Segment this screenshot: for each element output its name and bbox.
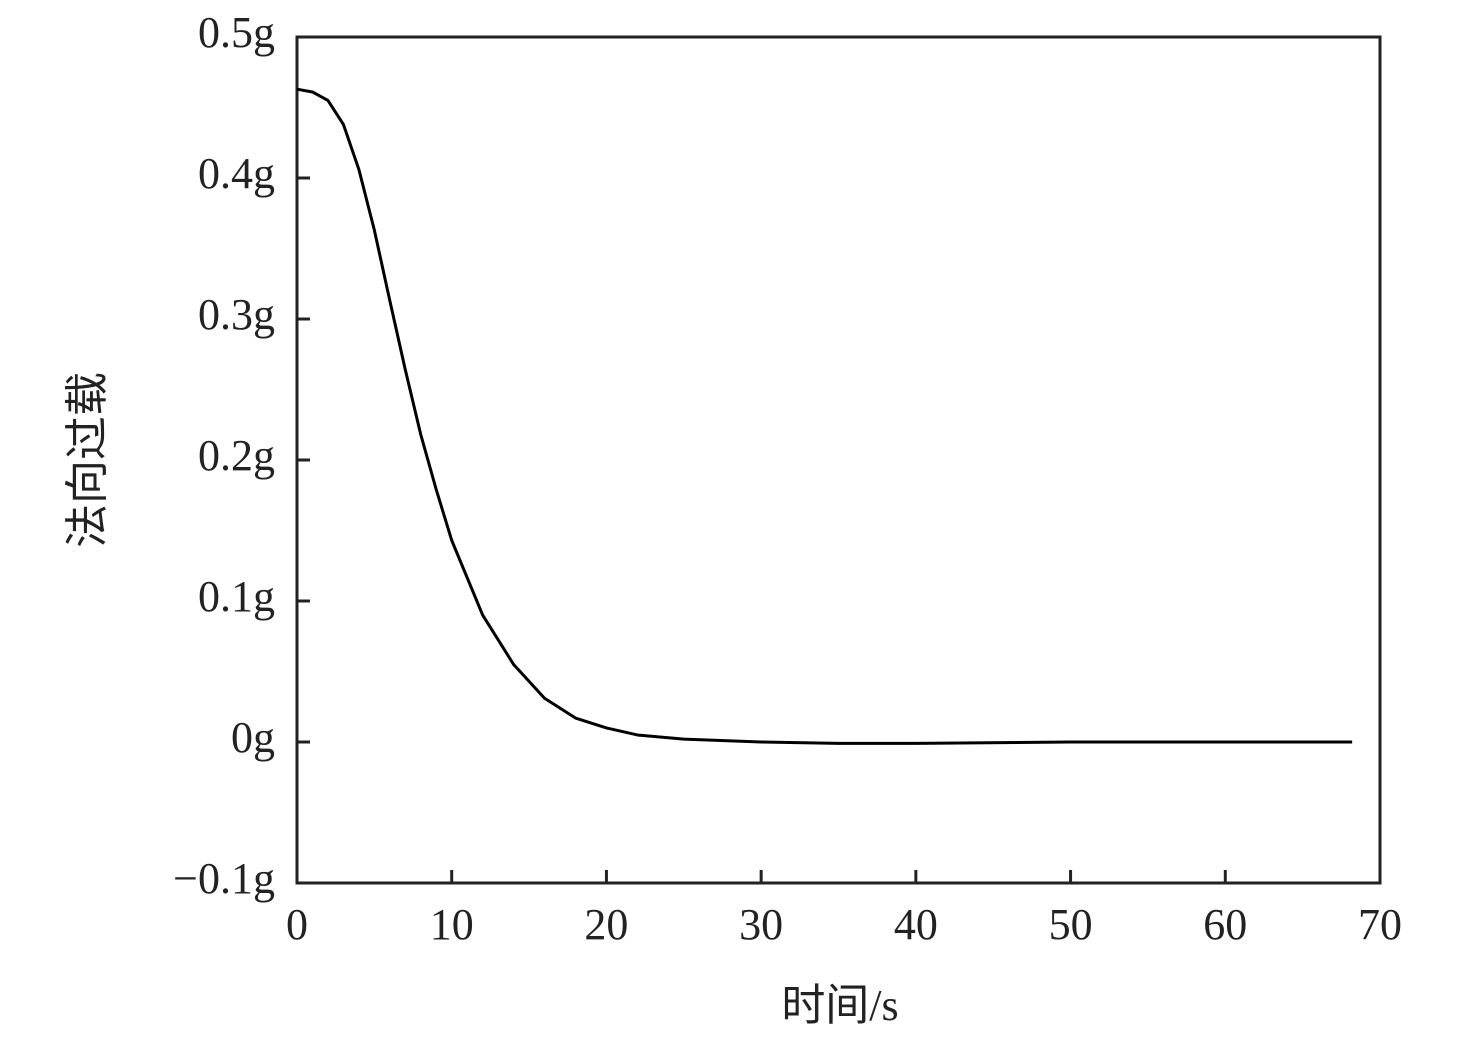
y-tick-label: 0.4g	[198, 149, 275, 198]
y-tick-label: 0g	[231, 713, 275, 762]
y-tick-label: 0.3g	[198, 290, 275, 339]
x-tick-label: 60	[1203, 900, 1247, 949]
x-tick-label: 40	[894, 900, 938, 949]
line-series	[296, 87, 1353, 745]
x-tick-label: 50	[1049, 900, 1093, 949]
plot-frame	[295, 35, 1382, 885]
y-tick-label: 0.5g	[198, 8, 275, 57]
y-axis-label: 法向过载	[63, 372, 112, 548]
y-tick-label: 0.1g	[198, 572, 275, 621]
x-tick-label: 30	[739, 900, 783, 949]
y-tick-label: −0.1g	[173, 854, 275, 903]
x-tick-label: 70	[1358, 900, 1402, 949]
x-axis-label: 时间/s	[781, 981, 898, 1030]
x-tick-label: 10	[430, 900, 474, 949]
x-tick-label: 20	[584, 900, 628, 949]
x-tick-label: 0	[286, 900, 308, 949]
y-tick-label: 0.2g	[198, 431, 275, 480]
